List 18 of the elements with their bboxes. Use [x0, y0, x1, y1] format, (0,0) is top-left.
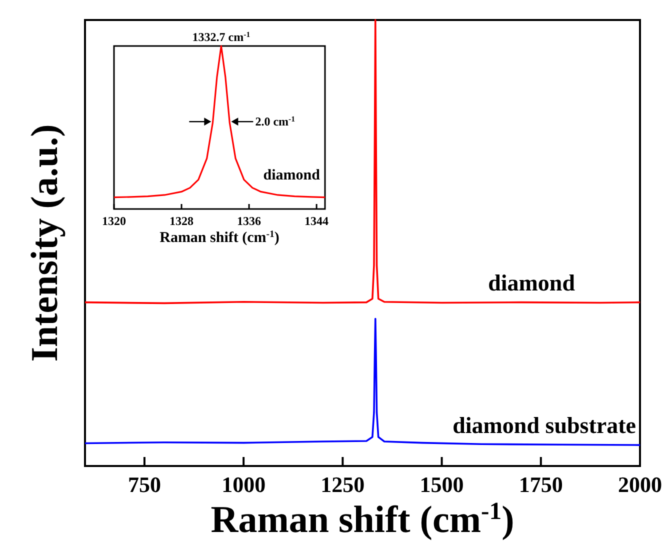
annotation: 1332.7 cm$^{-1}$ — [192, 30, 250, 44]
x-tick-label: 1344 — [304, 214, 329, 228]
series-label: diamond substrate — [452, 413, 636, 438]
x-tick-label: 1000 — [222, 472, 266, 497]
x-tick-label: 2000 — [618, 472, 662, 497]
x-axis-title: Raman shift (cm$^{-1}$) — [210, 498, 514, 541]
x-tick-label: 1320 — [102, 214, 126, 228]
series-label: diamond — [263, 167, 321, 184]
x-tick-label: 750 — [128, 472, 161, 497]
series-label: diamond — [488, 270, 576, 296]
x-tick-label: 1250 — [320, 472, 365, 497]
x-tick-label: 1500 — [420, 472, 464, 497]
x-axis-title: Raman shift (cm$^{-1}$) — [160, 228, 280, 246]
x-tick-label: 1336 — [237, 214, 262, 228]
x-tick-label: 1750 — [518, 472, 563, 497]
x-tick-label: 1328 — [170, 214, 194, 228]
annotation: 2.0 cm$^{-1}$ — [255, 114, 296, 129]
y-axis-title: Intensity (a.u.) — [24, 124, 66, 362]
